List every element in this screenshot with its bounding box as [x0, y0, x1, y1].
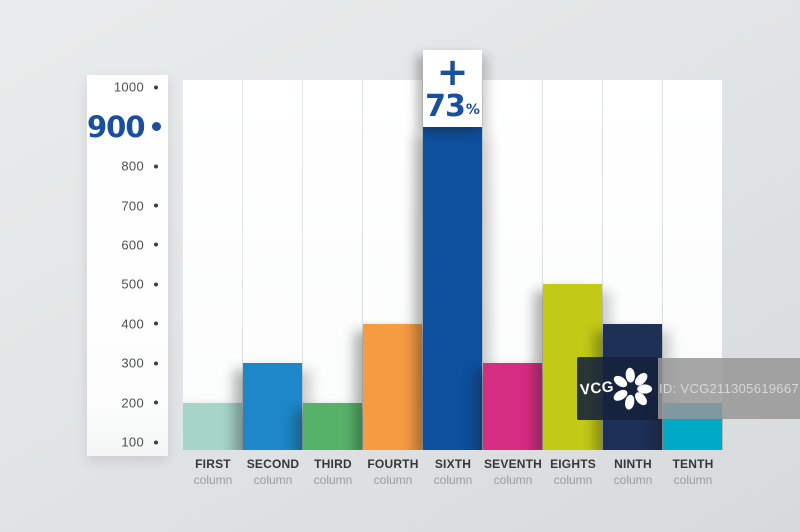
y-tick-900: 900: [87, 110, 168, 144]
x-label-ninth: NINTH column: [603, 457, 663, 487]
y-tick-label: 1000: [113, 79, 144, 95]
y-tick-label: 900: [87, 109, 146, 144]
tick-dot-icon: [150, 440, 162, 445]
y-tick-label: 700: [121, 198, 144, 214]
x-label-name: SIXTH: [434, 457, 472, 471]
watermark-logo-text: VCG: [579, 378, 616, 399]
y-tick-800: 800: [87, 159, 168, 174]
column-strip-3: [303, 80, 362, 450]
watermark-id-text: ID: VCG211305619667: [659, 381, 799, 396]
bar-third: [303, 402, 362, 450]
y-axis-panel: 1000 900 800 700 600 500 400 300 200 100: [87, 75, 168, 456]
y-tick-label: 600: [121, 237, 144, 253]
tick-dot-icon: [150, 321, 162, 326]
vcg-flower-icon: [613, 367, 652, 410]
x-label-sixth: SIXTH column: [423, 457, 483, 487]
column-strip-1: [183, 80, 242, 450]
x-label-name: EIGHTS: [550, 457, 596, 471]
percent-sign: %: [465, 102, 480, 119]
y-tick-label: 500: [121, 276, 144, 292]
x-label-third: THIRD column: [303, 457, 363, 487]
x-label-name: FOURTH: [367, 457, 419, 471]
y-tick-label: 200: [121, 395, 144, 411]
y-tick-label: 800: [121, 158, 144, 174]
y-tick-600: 600: [87, 237, 168, 252]
x-label-sublabel: column: [313, 473, 353, 487]
y-tick-1000: 1000: [87, 80, 168, 95]
y-tick-label: 100: [121, 434, 144, 450]
x-label-name: NINTH: [614, 457, 652, 471]
x-label-sublabel: column: [253, 473, 293, 487]
x-label-eights: EIGHTS column: [543, 457, 603, 487]
y-tick-400: 400: [87, 316, 168, 331]
x-label-name: SECOND: [246, 457, 300, 471]
bar-first: [183, 402, 242, 450]
highlight-callout: + 73 %: [423, 50, 482, 127]
y-tick-label: 400: [121, 316, 144, 332]
y-tick-200: 200: [87, 395, 168, 410]
watermark-id-bar: ID: VCG211305619667: [658, 358, 800, 419]
callout-percentage: 73 %: [425, 88, 480, 124]
bar-fourth: [363, 323, 422, 450]
x-axis-labels: FIRST column SECOND column THIRD column FOURTH…: [183, 457, 723, 497]
tick-dot-icon: [150, 282, 162, 287]
tick-dot-icon: [150, 85, 162, 90]
y-tick-label: 300: [121, 355, 144, 371]
tick-dot-icon: [150, 400, 162, 405]
x-label-second: SECOND column: [243, 457, 303, 487]
x-label-sublabel: column: [373, 473, 413, 487]
x-label-name: THIRD: [314, 457, 352, 471]
x-label-sublabel: column: [673, 473, 713, 487]
x-label-sublabel: column: [613, 473, 653, 487]
plus-icon: +: [436, 49, 469, 94]
x-label-first: FIRST column: [183, 457, 243, 487]
tick-dot-icon: [150, 242, 162, 247]
x-label-sublabel: column: [493, 473, 533, 487]
x-label-name: FIRST: [195, 457, 231, 471]
y-tick-700: 700: [87, 198, 168, 213]
tick-dot-icon: [150, 164, 162, 169]
x-label-name: SEVENTH: [483, 457, 543, 471]
x-label-sublabel: column: [553, 473, 593, 487]
watermark-logo-box: VCG: [577, 357, 658, 420]
tick-dot-icon: [151, 122, 162, 132]
y-tick-500: 500: [87, 277, 168, 292]
x-label-sublabel: column: [433, 473, 473, 487]
y-tick-300: 300: [87, 356, 168, 371]
bar-second: [243, 363, 302, 450]
x-label-seventh: SEVENTH column: [483, 457, 543, 487]
tick-dot-icon: [150, 361, 162, 366]
bar-sixth: [423, 126, 482, 450]
bar-seventh: [483, 363, 542, 450]
y-tick-100: 100: [87, 435, 168, 450]
x-label-fourth: FOURTH column: [363, 457, 423, 487]
x-label-tenth: TENTH column: [663, 457, 723, 487]
tick-dot-icon: [150, 203, 162, 208]
callout-value: 73: [425, 88, 466, 124]
x-label-sublabel: column: [193, 473, 233, 487]
x-label-name: TENTH: [672, 457, 714, 471]
